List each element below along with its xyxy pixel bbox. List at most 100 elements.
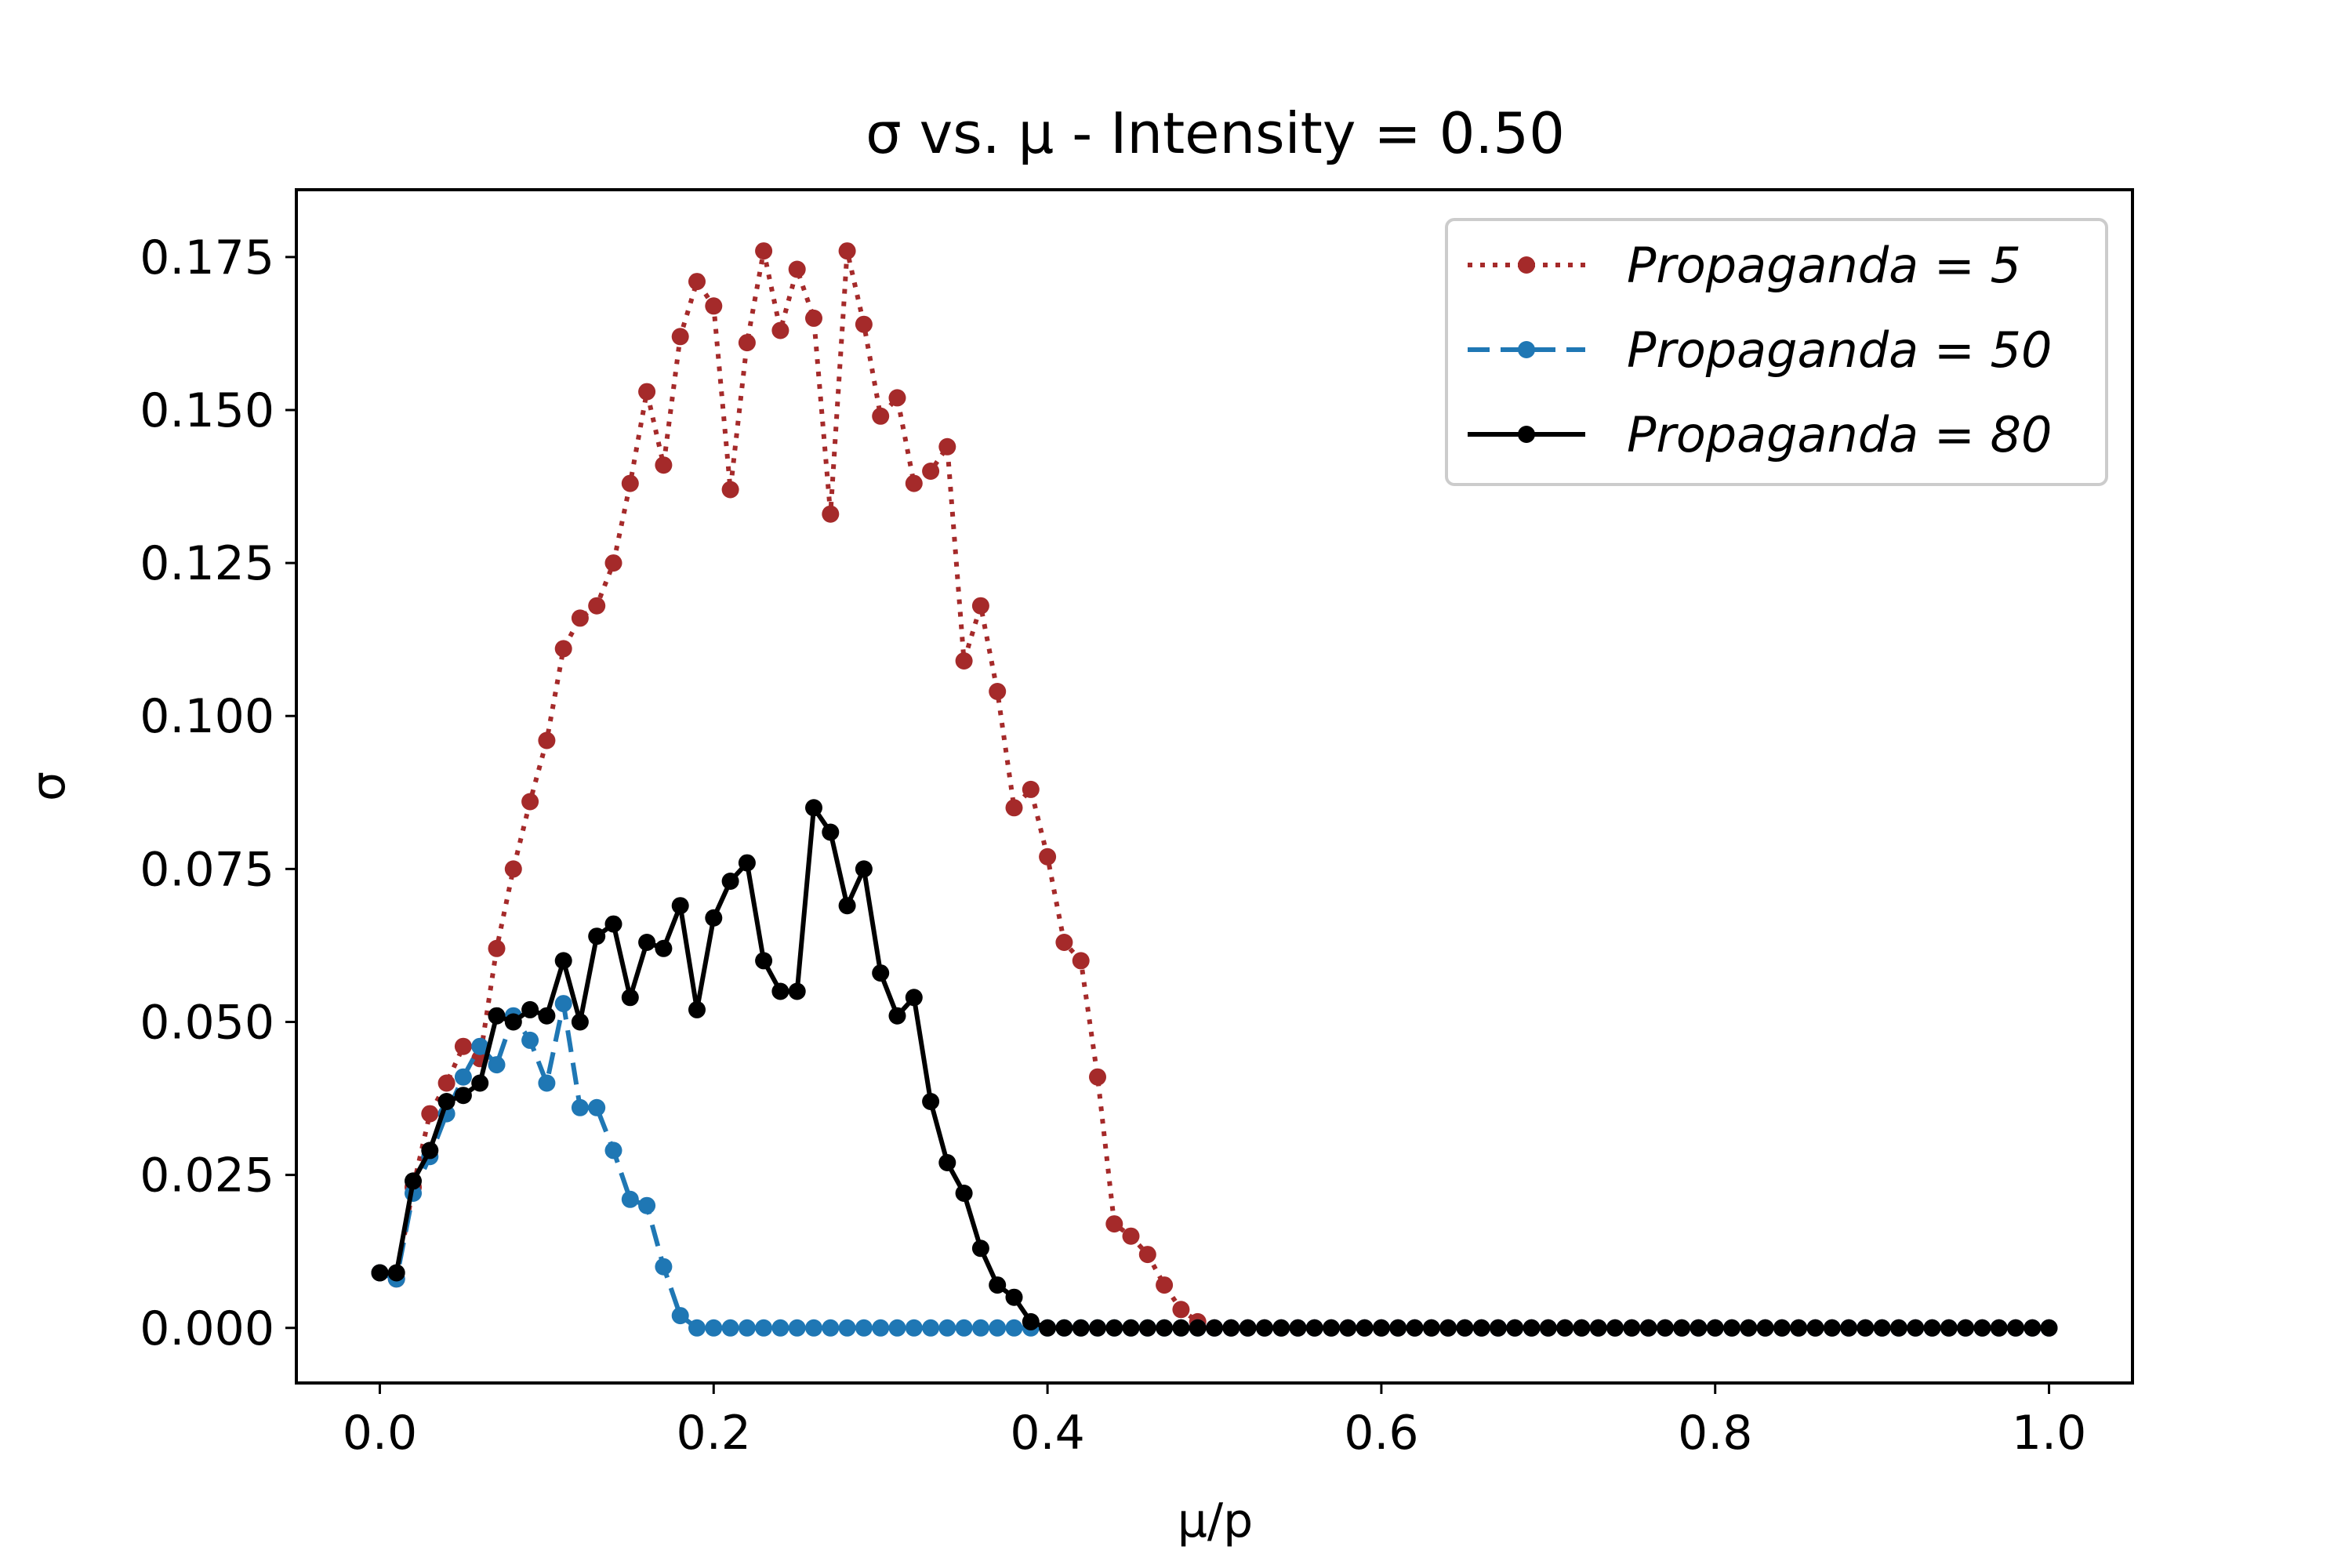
data-point [955, 1185, 973, 1202]
data-point [922, 1093, 940, 1110]
data-point [638, 934, 656, 951]
data-point [1823, 1319, 1841, 1337]
data-point [922, 463, 940, 480]
data-point [387, 1264, 405, 1282]
data-point [1723, 1319, 1740, 1337]
data-point [1957, 1319, 1975, 1337]
data-point [1172, 1301, 1190, 1319]
data-point [805, 799, 822, 817]
data-point [1756, 1319, 1774, 1337]
data-point [1022, 1312, 1040, 1330]
x-tick-label: 0.2 [677, 1406, 751, 1461]
data-point [1806, 1319, 1824, 1337]
data-point [521, 1031, 539, 1049]
data-point [1339, 1319, 1357, 1337]
data-point [1623, 1319, 1641, 1337]
data-point [437, 1093, 456, 1110]
data-point [2040, 1319, 2058, 1337]
data-point [604, 915, 622, 933]
data-point [971, 1319, 989, 1337]
data-point [955, 1319, 973, 1337]
data-point [638, 383, 656, 401]
data-point [955, 652, 973, 670]
series-layer [371, 242, 2058, 1337]
data-point [1189, 1319, 1207, 1337]
data-point [755, 1319, 773, 1337]
data-point [521, 793, 539, 811]
data-point [588, 1098, 606, 1116]
data-point [1857, 1319, 1875, 1337]
data-point [971, 1240, 989, 1258]
data-point [1456, 1319, 1474, 1337]
data-point [1973, 1319, 1991, 1337]
data-point [454, 1037, 472, 1055]
x-tick-label: 0.8 [1678, 1406, 1752, 1461]
data-point [805, 309, 822, 327]
data-point [688, 1319, 706, 1337]
y-tick-label: 0.075 [140, 842, 274, 897]
plot-area-frame [295, 188, 2134, 1385]
data-point [1907, 1319, 1925, 1337]
data-point [1005, 1288, 1023, 1306]
data-point [1072, 952, 1090, 970]
data-point [671, 328, 689, 346]
data-point [554, 995, 572, 1013]
y-tick-label: 0.150 [140, 383, 274, 438]
data-point [755, 242, 773, 260]
data-point [989, 1276, 1007, 1294]
legend-marker [1518, 256, 1535, 274]
data-point [822, 505, 840, 523]
data-point [454, 1087, 472, 1105]
data-point [671, 1307, 689, 1325]
y-tick-label: 0.175 [140, 230, 274, 285]
data-point [989, 1319, 1007, 1337]
data-point [788, 982, 806, 1000]
chart-title: σ vs. μ - Intensity = 0.50 [866, 100, 1565, 166]
data-point [905, 474, 923, 492]
data-point [1573, 1319, 1591, 1337]
data-point [671, 897, 689, 915]
data-point [1923, 1319, 1941, 1337]
data-point [788, 1319, 806, 1337]
data-point [421, 1142, 439, 1160]
data-point [454, 1068, 472, 1086]
data-point [1790, 1319, 1808, 1337]
data-point [771, 1319, 789, 1337]
data-point [1439, 1319, 1457, 1337]
data-point [1639, 1319, 1657, 1337]
data-point [805, 1319, 822, 1337]
data-point [1138, 1246, 1156, 1264]
data-point [588, 927, 606, 946]
data-point [1255, 1319, 1273, 1337]
data-point [905, 1319, 923, 1337]
x-axis-label: μ/p [1178, 1494, 1253, 1548]
data-point [838, 242, 856, 260]
data-point [1506, 1319, 1524, 1337]
x-tick-label: 0.4 [1010, 1406, 1084, 1461]
data-point [838, 897, 856, 915]
data-point [2007, 1319, 2024, 1337]
data-point [755, 952, 773, 970]
data-point [838, 1319, 856, 1337]
data-point [1773, 1319, 1791, 1337]
data-point [771, 321, 789, 339]
data-point [604, 1142, 622, 1160]
x-tick-label: 1.0 [2012, 1406, 2086, 1461]
data-point [1039, 1319, 1057, 1337]
y-axis-label: σ [21, 771, 76, 801]
data-point [1239, 1319, 1257, 1337]
data-point [1089, 1068, 1106, 1086]
data-point [1656, 1319, 1674, 1337]
legend-marker [1518, 426, 1535, 443]
data-point [621, 1190, 639, 1208]
data-point [872, 1319, 890, 1337]
data-point [538, 731, 556, 750]
data-point [1222, 1319, 1240, 1337]
legend-marker [1518, 341, 1535, 358]
data-point [1122, 1319, 1140, 1337]
data-point [1389, 1319, 1407, 1337]
data-point [471, 1074, 489, 1092]
data-point [1156, 1319, 1174, 1337]
data-point [1022, 780, 1040, 798]
data-point [621, 474, 639, 492]
